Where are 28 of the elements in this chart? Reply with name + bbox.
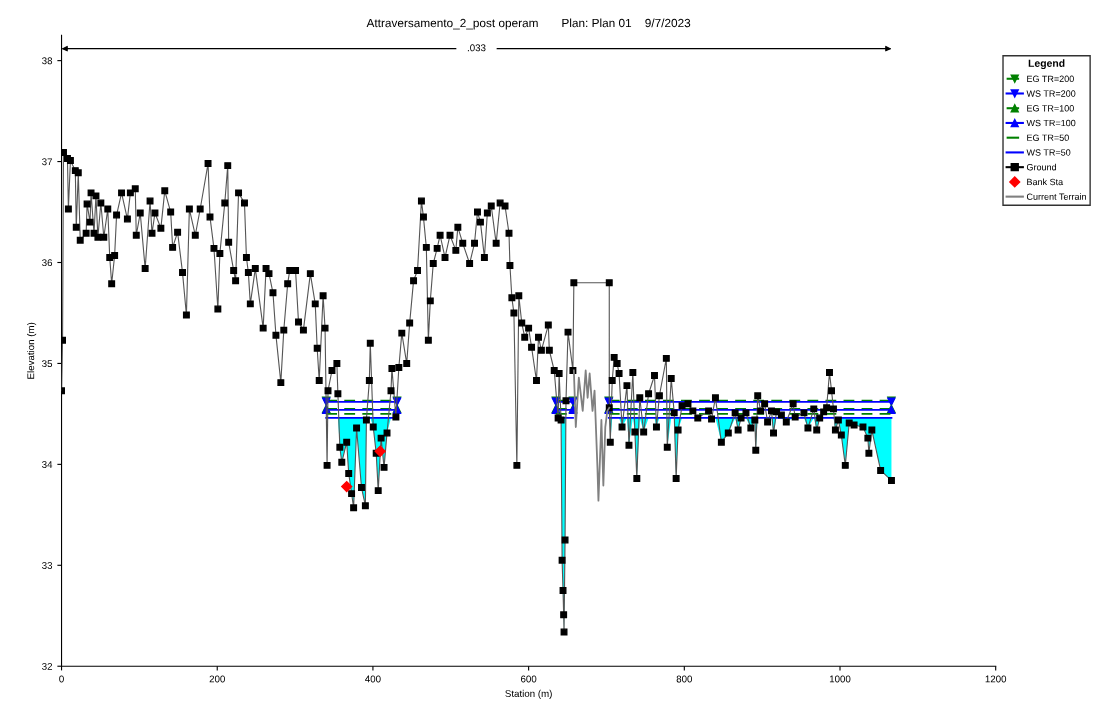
x-tick-label: 200 — [209, 675, 225, 683]
legend-label: WS TR=200 — [1026, 90, 1076, 97]
legend-label: Ground — [1026, 163, 1057, 171]
legend-label: WS TR=50 — [1026, 149, 1071, 156]
y-tick-label: 37 — [42, 158, 53, 166]
y-tick-label: 34 — [42, 461, 53, 468]
y-tick-label: 33 — [42, 562, 53, 569]
x-tick-label: 1000 — [829, 675, 851, 683]
legend-title: Legend — [1028, 59, 1065, 70]
legend-label: Current Terrain — [1026, 193, 1086, 200]
y-tick-label: 32 — [42, 662, 53, 670]
x-axis-title: Station (m) — [505, 689, 552, 699]
x-tick-label: 0 — [59, 675, 64, 683]
legend-label: Bank Sta — [1027, 178, 1064, 186]
annotation: .033 — [467, 44, 486, 52]
x-tick-label: 800 — [676, 675, 693, 683]
legend-label: EG TR=200 — [1027, 75, 1074, 82]
legend-label: EG TR=100 — [1027, 105, 1074, 112]
chart-title: Attraversamento_2_post operam Plan: Plan 01 9/7/2023 — [366, 18, 691, 30]
x-tick-label: 1200 — [985, 675, 1007, 683]
y-tick-label: 35 — [42, 360, 53, 368]
x-tick-label: 600 — [521, 675, 537, 683]
y-axis-title: Elevation (m) — [27, 322, 37, 379]
legend-label: WS TR=100 — [1026, 119, 1076, 127]
x-tick-label: 400 — [365, 675, 381, 683]
y-tick-label: 38 — [42, 57, 53, 65]
legend-label: EG TR=50 — [1027, 134, 1069, 141]
y-tick-label: 36 — [42, 259, 53, 267]
